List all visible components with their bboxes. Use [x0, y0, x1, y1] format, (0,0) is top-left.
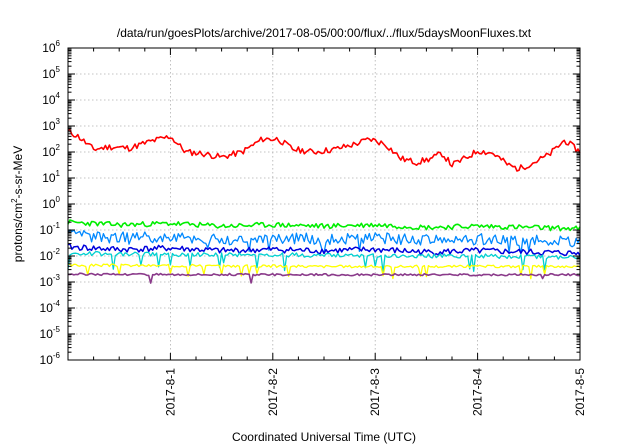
y-tick-base: 10	[42, 197, 56, 211]
series-line-6	[67, 263, 581, 280]
series-line-2	[67, 219, 581, 232]
y-tick-label: 10-6	[40, 351, 61, 367]
y-tick-exponent: 1	[56, 169, 61, 178]
y-tick-exponent: 3	[56, 117, 61, 126]
y-tick-label: 101	[42, 169, 60, 185]
y-tick-exponent: -1	[53, 221, 61, 230]
x-axis-label: Coordinated Universal Time (UTC)	[232, 430, 416, 444]
y-tick-base: 10	[42, 41, 56, 55]
y-tick-label: 105	[42, 65, 60, 81]
series-group	[67, 128, 581, 284]
y-tick-base: 10	[42, 145, 56, 159]
y-tick-exponent: 6	[56, 39, 61, 48]
x-tick-label: 2017-8-4	[471, 368, 485, 416]
y-tick-label: 10-3	[40, 273, 61, 289]
series-line-5	[67, 251, 581, 274]
y-tick-base: 10	[42, 119, 56, 133]
series-line-4	[67, 243, 581, 257]
y-tick-label: 10-4	[40, 299, 61, 315]
y-tick-base: 10	[40, 249, 54, 263]
y-tick-exponent: 5	[56, 65, 61, 74]
y-tick-label: 106	[42, 39, 60, 55]
y-tick-label: 102	[42, 143, 60, 159]
x-axis-ticks: 2017-8-1 2017-8-2 2017-8-3 2017-8-4 2017-8-5	[93, 48, 587, 416]
y-axis-label: protons/cm2-s-sr-MeV	[10, 146, 25, 262]
y-tick-label: 10-1	[40, 221, 61, 237]
x-tick-label: 2017-8-2	[266, 368, 280, 416]
y-tick-exponent: 4	[56, 91, 61, 100]
y-tick-base: 10	[42, 67, 56, 81]
y-tick-base: 10	[40, 275, 54, 289]
y-tick-base: 10	[40, 223, 54, 237]
series-line-1	[67, 128, 581, 172]
y-tick-base: 10	[40, 353, 54, 367]
y-axis-label-superscript: 2	[10, 198, 19, 203]
y-axis-label-main: protons/cm	[11, 203, 25, 262]
y-tick-label: 104	[42, 91, 60, 107]
x-tick-label: 2017-8-5	[573, 368, 587, 416]
x-tick-label: 2017-8-1	[163, 368, 177, 416]
y-tick-label: 103	[42, 117, 60, 133]
y-tick-base: 10	[40, 301, 54, 315]
y-tick-base: 10	[42, 171, 56, 185]
y-tick-exponent: 0	[56, 195, 61, 204]
grid-lines	[68, 48, 580, 360]
y-tick-exponent: -5	[53, 325, 61, 334]
y-tick-label: 100	[42, 195, 60, 211]
x-tick-label: 2017-8-3	[368, 368, 382, 416]
y-tick-label: 10-5	[40, 325, 61, 341]
y-tick-base: 10	[40, 327, 54, 341]
y-tick-exponent: -6	[53, 351, 61, 360]
y-axis-label-units: -s-sr-MeV	[11, 146, 25, 199]
series-line-3	[67, 229, 581, 255]
y-tick-exponent: -2	[53, 247, 61, 256]
y-tick-exponent: -3	[53, 273, 61, 282]
y-tick-exponent: 2	[56, 143, 61, 152]
y-tick-exponent: -4	[53, 299, 61, 308]
series-line-7	[67, 272, 581, 284]
y-axis-ticks: 10-610-510-410-310-210-11001011021031041…	[40, 39, 580, 367]
y-tick-label: 10-2	[40, 247, 61, 263]
y-tick-base: 10	[42, 93, 56, 107]
chart-title: /data/run/goesPlots/archive/2017-08-05/0…	[117, 26, 532, 40]
